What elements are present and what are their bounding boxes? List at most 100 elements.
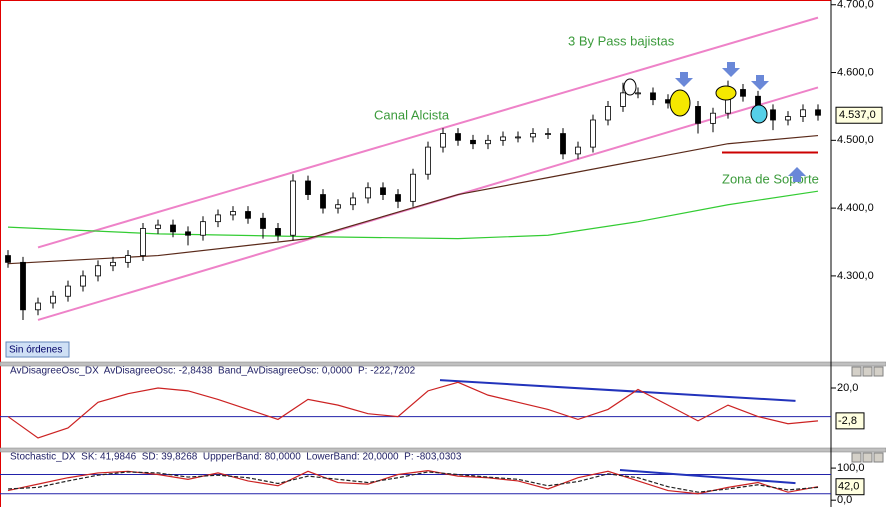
candle-body [245,211,251,219]
annotation: Canal Alcista [374,107,450,122]
y-tick-label: 100,0 [837,462,865,474]
candle-body [815,109,821,116]
candle-body [785,116,791,121]
candle-body [20,261,26,311]
candle-body [380,187,386,195]
candle-body [770,109,776,121]
panel-header: AvDisagreeOsc_DX AvDisagreeOsc: -2,8438 … [10,366,416,377]
button[interactable] [862,452,873,463]
candle-body [35,302,41,311]
y-tick-label: 4.400,0 [837,202,874,214]
candle-body [425,146,431,175]
last-value-label: -2,8 [838,415,857,427]
candle-body [545,133,551,135]
button[interactable] [851,366,862,377]
candle-body [125,255,131,263]
button[interactable] [873,366,884,377]
candle-body [485,139,491,145]
highlight [750,104,768,124]
arrow-up [788,167,806,182]
candle-body [590,119,596,148]
arrow-down [675,72,693,87]
candle-body [500,136,506,141]
y-tick-label: 4.500,0 [837,134,874,146]
candle-body [170,224,176,233]
trend-line [37,16,819,249]
highlight [669,89,691,117]
y-tick-label: 20,0 [837,382,858,394]
annotation: 3 By Pass bajistas [568,33,675,48]
candle-body [185,231,191,236]
candle-body [65,285,71,297]
candle-body [50,295,56,304]
last-value-box [835,106,883,124]
y-tick-label: 4.300,0 [837,270,874,282]
candle-body [455,133,461,141]
candle-body [695,106,701,124]
candle-body [395,194,401,202]
candle-body [5,255,11,263]
candle-body [410,173,416,202]
candle-body [215,214,221,223]
y-tick-label: 4.700,0 [837,0,874,11]
candle-body [140,228,146,256]
candle-body [440,133,446,148]
candle-body [560,133,566,155]
candle-body [605,106,611,121]
candle-body [620,92,626,107]
panel-header: Stochastic_DX SK: 41,9846 SD: 39,8268 Up… [10,452,462,463]
series-line [7,381,819,439]
candle-body [365,187,371,199]
annotation: Zona de Soporte [722,171,819,186]
highlight [715,85,737,101]
status-text: Sin órdenes [9,345,62,356]
candle-body [530,133,536,138]
candle-body [275,228,281,236]
markers [623,62,806,182]
candle-body [710,112,716,124]
arrow-down [751,75,769,90]
candle-body [650,92,656,101]
trend-line [619,469,796,485]
candle-body [230,211,236,216]
candle-body [290,180,296,236]
series-line [7,471,819,493]
last-value-label: 4.537,0 [839,109,876,121]
candle-body [335,204,341,209]
last-value-label: 42,0 [838,481,859,493]
y-tick-label: 4.600,0 [837,66,874,78]
candle-body [305,180,311,195]
candle-body [260,217,266,229]
last-value-box [835,412,865,430]
series-line [7,470,819,495]
candle-body [110,261,116,267]
trend-line [439,379,796,402]
last-value-box [835,478,865,496]
candle-body [350,197,356,206]
candle-body [740,89,746,97]
button[interactable] [851,452,862,463]
status-box[interactable] [5,341,70,358]
candle-body [80,275,86,287]
candle-body [800,109,806,117]
candle-body [200,221,206,236]
series-line [7,134,819,265]
candle-body [575,146,581,155]
series-line [7,190,819,240]
separator [0,447,886,453]
panel-buttons [851,366,884,463]
candle-body [470,139,476,145]
separator [0,361,886,367]
candle-body [635,92,641,95]
y-tick-label: 0,0 [837,494,852,506]
candle-body [95,265,101,277]
candle-body [515,136,521,139]
button[interactable] [873,452,884,463]
highlight [623,78,637,96]
candle-body [320,194,326,209]
button[interactable] [862,366,873,377]
